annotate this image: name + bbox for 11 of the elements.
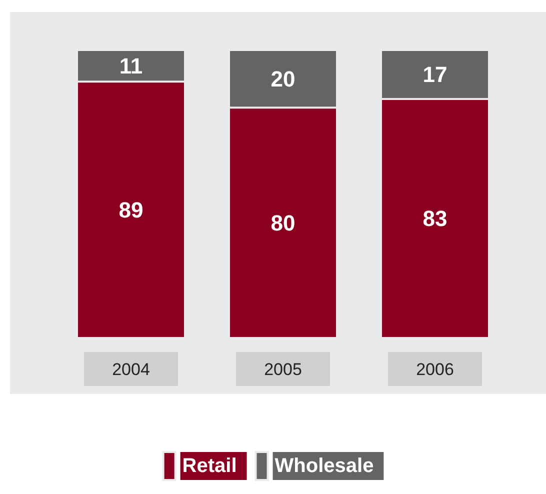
data-label: 17 [422,62,448,87]
x-tick-label: 2006 [416,360,454,379]
data-label: 83 [422,206,448,231]
data-label: 11 [119,53,143,78]
x-tick-label: 2004 [112,360,150,379]
data-label: 20 [270,66,296,92]
legend-label: Wholesale [274,455,374,477]
data-label: 80 [270,210,296,236]
legend-label: Retail [182,455,237,477]
x-tick-label: 2005 [264,360,302,379]
data-label: 89 [118,197,144,222]
